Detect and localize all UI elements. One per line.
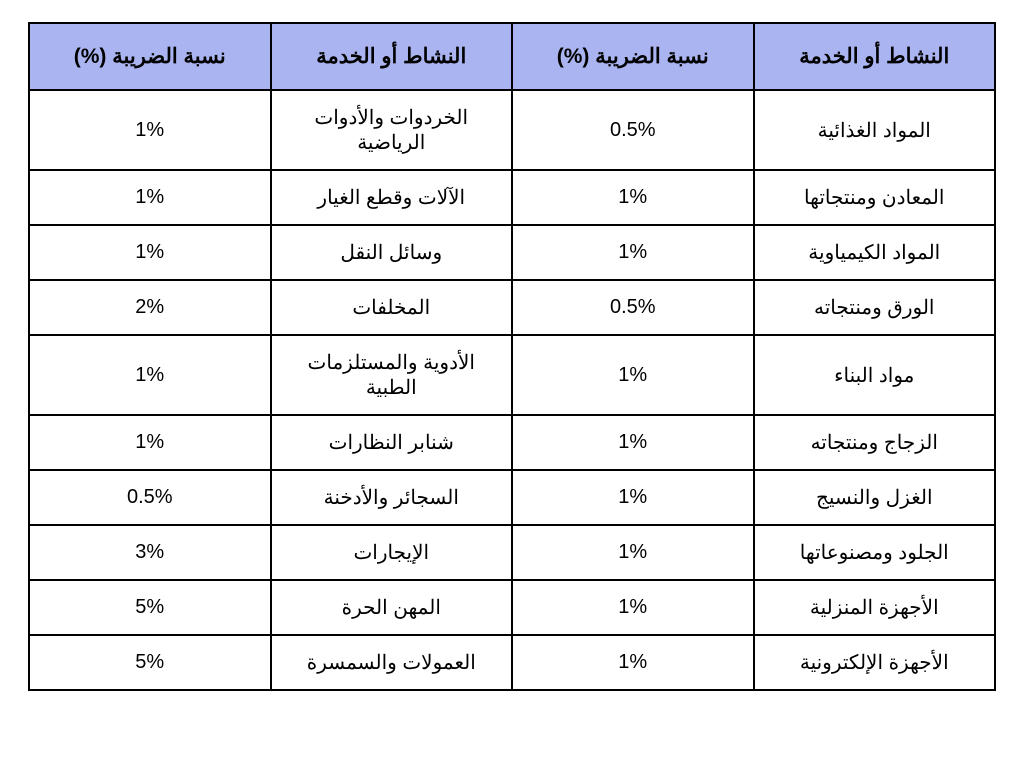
activity-cell: الأدوية والمستلزمات الطبية bbox=[271, 335, 513, 415]
activity-cell: الغزل والنسيج bbox=[754, 470, 996, 525]
activity-cell: الزجاج ومنتجاته bbox=[754, 415, 996, 470]
table-header: النشاط أو الخدمة نسبة الضريبة (%) النشاط… bbox=[29, 23, 995, 90]
rate-cell: 0.5% bbox=[29, 470, 271, 525]
activity-cell: العمولات والسمسرة bbox=[271, 635, 513, 690]
activity-cell: مواد البناء bbox=[754, 335, 996, 415]
activity-cell: الجلود ومصنوعاتها bbox=[754, 525, 996, 580]
activity-cell: الآلات وقطع الغيار bbox=[271, 170, 513, 225]
activity-cell: الأجهزة المنزلية bbox=[754, 580, 996, 635]
table-container: النشاط أو الخدمة نسبة الضريبة (%) النشاط… bbox=[0, 0, 1024, 713]
activity-cell: المخلفات bbox=[271, 280, 513, 335]
rate-cell: 1% bbox=[29, 415, 271, 470]
activity-cell: السجائر والأدخنة bbox=[271, 470, 513, 525]
table-row: المواد الكيمياوية 1% وسائل النقل 1% bbox=[29, 225, 995, 280]
rate-cell: 1% bbox=[512, 225, 754, 280]
rate-cell: 5% bbox=[29, 635, 271, 690]
rate-cell: 1% bbox=[512, 580, 754, 635]
activity-cell: الخردوات والأدوات الرياضية bbox=[271, 90, 513, 170]
table-row: الزجاج ومنتجاته 1% شنابر النظارات 1% bbox=[29, 415, 995, 470]
table-row: الأجهزة المنزلية 1% المهن الحرة 5% bbox=[29, 580, 995, 635]
activity-cell: المواد الكيمياوية bbox=[754, 225, 996, 280]
rate-cell: 1% bbox=[512, 525, 754, 580]
activity-cell: شنابر النظارات bbox=[271, 415, 513, 470]
col-activity-1: النشاط أو الخدمة bbox=[754, 23, 996, 90]
activity-cell: المعادن ومنتجاتها bbox=[754, 170, 996, 225]
col-rate-2: نسبة الضريبة (%) bbox=[29, 23, 271, 90]
activity-cell: الإيجارات bbox=[271, 525, 513, 580]
activity-cell: الأجهزة الإلكترونية bbox=[754, 635, 996, 690]
rate-cell: 1% bbox=[512, 415, 754, 470]
table-row: مواد البناء 1% الأدوية والمستلزمات الطبي… bbox=[29, 335, 995, 415]
rate-cell: 2% bbox=[29, 280, 271, 335]
activity-cell: المواد الغذائية bbox=[754, 90, 996, 170]
activity-cell: الورق ومنتجاته bbox=[754, 280, 996, 335]
rate-cell: 1% bbox=[29, 170, 271, 225]
rate-cell: 1% bbox=[512, 335, 754, 415]
header-row: النشاط أو الخدمة نسبة الضريبة (%) النشاط… bbox=[29, 23, 995, 90]
rate-cell: 1% bbox=[512, 470, 754, 525]
activity-cell: وسائل النقل bbox=[271, 225, 513, 280]
table-row: المواد الغذائية 0.5% الخردوات والأدوات ا… bbox=[29, 90, 995, 170]
rate-cell: 1% bbox=[29, 335, 271, 415]
rate-cell: 1% bbox=[29, 90, 271, 170]
rate-cell: 1% bbox=[512, 635, 754, 690]
col-activity-2: النشاط أو الخدمة bbox=[271, 23, 513, 90]
table-row: الورق ومنتجاته 0.5% المخلفات 2% bbox=[29, 280, 995, 335]
table-row: الغزل والنسيج 1% السجائر والأدخنة 0.5% bbox=[29, 470, 995, 525]
activity-cell: المهن الحرة bbox=[271, 580, 513, 635]
table-row: المعادن ومنتجاتها 1% الآلات وقطع الغيار … bbox=[29, 170, 995, 225]
rate-cell: 3% bbox=[29, 525, 271, 580]
col-rate-1: نسبة الضريبة (%) bbox=[512, 23, 754, 90]
rate-cell: 1% bbox=[512, 170, 754, 225]
rate-cell: 1% bbox=[29, 225, 271, 280]
rate-cell: 5% bbox=[29, 580, 271, 635]
table-row: الأجهزة الإلكترونية 1% العمولات والسمسرة… bbox=[29, 635, 995, 690]
table-body: المواد الغذائية 0.5% الخردوات والأدوات ا… bbox=[29, 90, 995, 690]
rate-cell: 0.5% bbox=[512, 90, 754, 170]
rate-cell: 0.5% bbox=[512, 280, 754, 335]
tax-rates-table: النشاط أو الخدمة نسبة الضريبة (%) النشاط… bbox=[28, 22, 996, 691]
table-row: الجلود ومصنوعاتها 1% الإيجارات 3% bbox=[29, 525, 995, 580]
